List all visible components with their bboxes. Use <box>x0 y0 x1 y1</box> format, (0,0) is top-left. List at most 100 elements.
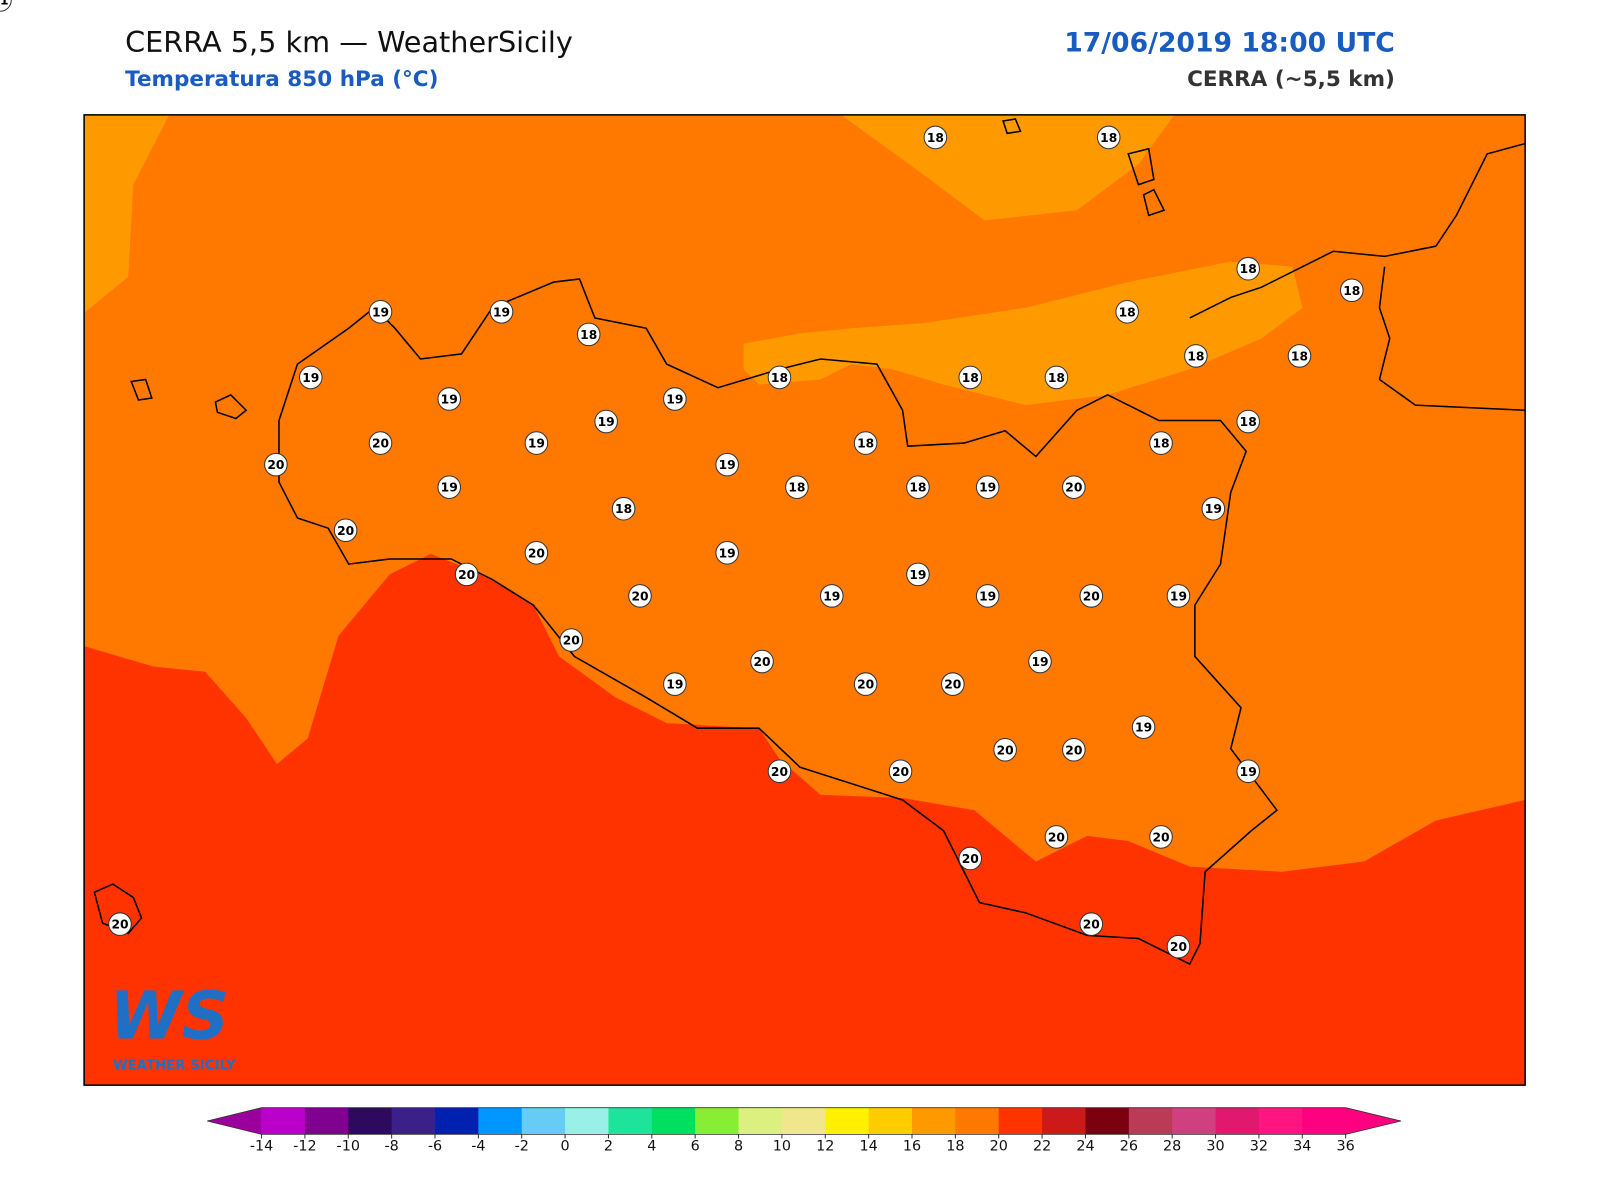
stations: 18 18 18 18 18 18 18 18 18 19 19 19 19 20 20 20 20 20 20 20… <box>0 0 1364 959</box>
station-marker <box>663 672 687 696</box>
date: 17/06/2019 18:00 UTC <box>1064 28 1395 59</box>
station-marker <box>663 387 687 411</box>
station-marker <box>1044 365 1069 390</box>
station-marker <box>767 759 792 784</box>
station-value: 18 <box>615 502 632 516</box>
station-value: 19 <box>719 458 736 472</box>
station-value: 20 <box>857 678 874 692</box>
colorbar-tick-label: -14 <box>250 1139 273 1155</box>
colorbar-tick-label: 28 <box>1163 1139 1181 1155</box>
colorbar-tick-label: 12 <box>816 1139 834 1155</box>
station-marker <box>1236 759 1260 784</box>
station-value: 20 <box>944 678 961 692</box>
station-marker <box>489 300 514 324</box>
colorbar-tick-label: 8 <box>734 1139 743 1155</box>
station-marker <box>941 672 965 696</box>
colorbar-tick-label: 36 <box>1337 1139 1355 1155</box>
logo-text: WEATHER SICILY <box>113 1059 236 1074</box>
colorbar-bin <box>955 1107 1000 1135</box>
colorbar-bin <box>391 1107 436 1135</box>
station-value: 20 <box>631 589 648 603</box>
station-marker <box>368 431 393 455</box>
station-marker <box>1166 934 1191 959</box>
station-value: 20 <box>1083 589 1100 603</box>
station-value: 18 <box>580 328 597 342</box>
station-value: 19 <box>598 415 615 429</box>
station-value: 19 <box>979 589 996 603</box>
station-marker <box>333 518 358 543</box>
station-value: 19 <box>666 678 683 692</box>
station-marker <box>594 409 618 434</box>
colorbar-tick-label: 32 <box>1250 1139 1268 1155</box>
colorbar-tick-label: 20 <box>990 1139 1008 1155</box>
station-value: 18 <box>857 437 874 451</box>
station-value: 18 <box>962 371 979 385</box>
colorbar-tick-label: 18 <box>946 1139 964 1155</box>
colorbar-tick-label: 30 <box>1206 1139 1224 1155</box>
station-marker <box>906 475 930 499</box>
station-value: 20 <box>111 918 128 932</box>
station-marker <box>1044 825 1069 849</box>
station-marker <box>454 562 479 587</box>
station-marker <box>1079 912 1104 936</box>
colorbar-tick-label: 16 <box>903 1139 921 1155</box>
station-value: 18 <box>1343 284 1360 298</box>
logo-mark: WS <box>109 979 229 1055</box>
station-marker <box>524 431 549 455</box>
station-marker <box>767 365 792 390</box>
colorbar-bin <box>1042 1107 1086 1135</box>
station-value: 20 <box>962 852 979 866</box>
station-marker <box>785 475 809 499</box>
colorbar-bin <box>781 1107 826 1135</box>
station-value: 19 <box>909 568 926 582</box>
station-marker <box>1166 584 1191 608</box>
colorbar-tick-label: -10 <box>337 1139 360 1155</box>
station-marker <box>437 475 462 499</box>
colorbar-tick-label: -12 <box>293 1139 316 1155</box>
map-frame <box>83 114 1526 1086</box>
colorbar-tick-label: 22 <box>1033 1139 1051 1155</box>
station-marker <box>524 541 549 565</box>
station-marker <box>559 628 584 652</box>
station-value: 19 <box>1240 765 1257 779</box>
station-marker <box>853 672 878 696</box>
colorbar-tick-label: -8 <box>384 1139 398 1155</box>
station-value: 18 <box>1152 437 1169 451</box>
station-value: 18 <box>788 481 805 495</box>
station-value: 18 <box>1291 349 1308 363</box>
station-value: 18 <box>1187 349 1204 363</box>
colorbar-bin <box>1172 1107 1217 1135</box>
colorbar-bin <box>998 1107 1043 1135</box>
station-value: 19 <box>441 393 458 407</box>
colorbar-bin <box>608 1107 653 1135</box>
colorbar-bin <box>1302 1107 1347 1135</box>
station-value: 18 <box>1240 415 1257 429</box>
station-value: 18 <box>1240 262 1257 276</box>
station-marker <box>975 475 1000 499</box>
station-value: 20 <box>1048 830 1065 844</box>
station-value: 18 <box>927 131 944 145</box>
station-marker <box>923 125 948 150</box>
station-marker <box>1096 125 1121 150</box>
station-marker <box>1028 649 1052 674</box>
colorbar-tick-label: 26 <box>1120 1139 1138 1155</box>
colorbar-tick-label: 6 <box>691 1139 700 1155</box>
colorbar-bin <box>348 1107 393 1135</box>
station-value: 20 <box>337 524 354 538</box>
station-value: 19 <box>493 305 510 319</box>
station-value: 19 <box>441 481 458 495</box>
station-marker <box>368 300 393 324</box>
colorbar-bin <box>825 1107 870 1135</box>
source: CERRA (~5,5 km) <box>1187 67 1395 92</box>
station-marker <box>1287 344 1312 368</box>
station-value: 18 <box>771 371 788 385</box>
station-value: 20 <box>563 634 580 648</box>
colorbar-tick-label: -2 <box>515 1139 529 1155</box>
station-value: 20 <box>372 437 389 451</box>
station-marker <box>1062 475 1086 499</box>
station-marker <box>576 322 601 347</box>
station-value: 19 <box>1170 589 1187 603</box>
colorbar: -14 -12 -10 -8 -6 -4 -2 0 2 4 6 8 10 12 14 16 18 20 22 24 26… <box>207 1107 1402 1155</box>
colorbar-tick-label: -4 <box>471 1139 485 1155</box>
